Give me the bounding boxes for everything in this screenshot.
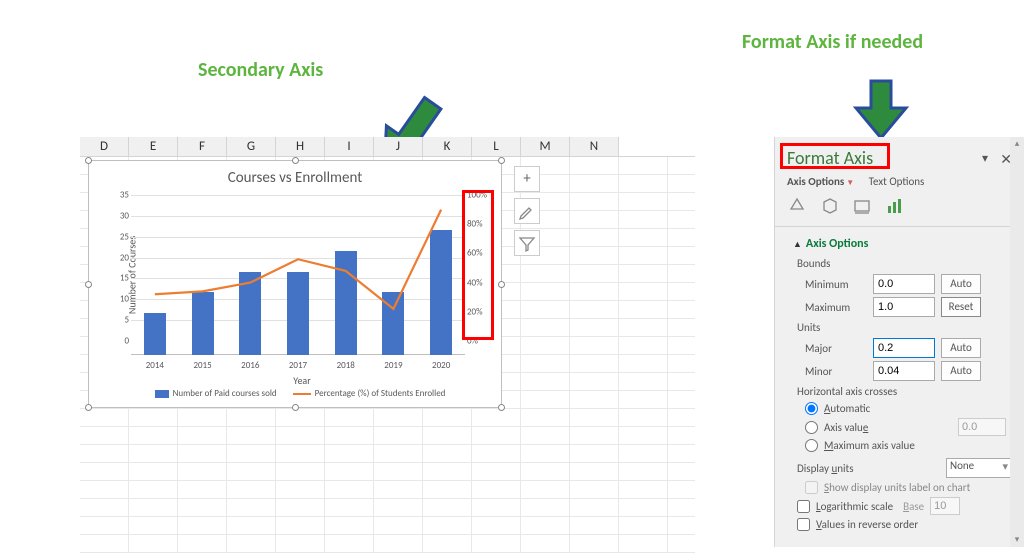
annotation-secondary-axis: Secondary Axis	[198, 58, 323, 82]
col-header[interactable]: N	[570, 137, 619, 156]
legend-line-label: Percentage (%) of Students Enrolled	[315, 388, 446, 399]
legend-swatch-bars-icon	[155, 390, 169, 398]
chart-plus-button[interactable]: +	[514, 166, 540, 192]
col-header[interactable]: M	[521, 137, 570, 156]
chart-brush-button[interactable]	[514, 198, 540, 224]
major-auto-button[interactable]: Auto	[941, 338, 981, 358]
resize-handle-icon[interactable]	[85, 157, 92, 164]
log-scale-label: Logarithmic scale	[816, 500, 893, 513]
chart-legend: Number of Paid courses sold Percentage (…	[89, 388, 501, 399]
hcross-label: Horizontal axis crosses	[797, 385, 1012, 398]
units-label: Units	[797, 321, 1012, 334]
effects-icon[interactable]	[820, 196, 844, 218]
min-auto-button[interactable]: Auto	[941, 274, 981, 294]
resize-handle-icon[interactable]	[85, 404, 92, 411]
min-input[interactable]	[873, 274, 935, 294]
axis-value-input	[958, 418, 1006, 436]
plot-area: Number of Courses Year 051015202530350%2…	[117, 195, 487, 355]
pane-body: ▲Axis Options Bounds Minimum Auto Maximu…	[775, 227, 1024, 547]
resize-handle-icon[interactable]	[498, 404, 505, 411]
col-header[interactable]: J	[374, 137, 423, 156]
col-header[interactable]: H	[276, 137, 325, 156]
pane-tabs: Axis Options▼ Text Options	[775, 173, 1024, 190]
column-headers: D E F G H I J K L M N	[80, 137, 695, 157]
resize-handle-icon[interactable]	[85, 281, 92, 288]
pane-icon-row	[775, 190, 1024, 227]
col-header[interactable]: D	[80, 137, 129, 156]
log-base-input	[930, 497, 960, 515]
chart-object[interactable]: Courses vs Enrollment Number of Courses …	[88, 160, 502, 408]
col-header[interactable]: L	[472, 137, 521, 156]
fill-line-icon[interactable]	[787, 196, 811, 218]
pane-dropdown-icon[interactable]: ▾	[982, 151, 988, 166]
axis-options-icon[interactable]	[885, 196, 909, 218]
min-label: Minimum	[805, 278, 873, 291]
show-units-label: Show display units label on chart	[824, 481, 970, 494]
resize-handle-icon[interactable]	[292, 404, 299, 411]
major-input[interactable]	[873, 338, 935, 358]
major-label: Major	[805, 342, 873, 355]
chart-title[interactable]: Courses vs Enrollment	[89, 161, 501, 187]
reverse-order-checkbox[interactable]	[797, 518, 810, 531]
radio-max-value[interactable]	[805, 439, 818, 452]
scroll-up-icon[interactable]: ▴	[1010, 137, 1024, 151]
resize-handle-icon[interactable]	[292, 157, 299, 164]
col-header[interactable]: K	[423, 137, 472, 156]
log-base-label: Base	[903, 500, 924, 513]
col-header[interactable]: G	[227, 137, 276, 156]
chart-filter-button[interactable]	[514, 230, 540, 256]
minor-auto-button[interactable]: Auto	[941, 361, 981, 381]
annotation-format-axis: Format Axis if needed	[742, 30, 923, 54]
tab-axis-options[interactable]: Axis Options▼	[787, 175, 854, 188]
pane-scrollbar[interactable]: ▴ ▾	[1010, 137, 1024, 547]
max-reset-button[interactable]: Reset	[941, 297, 981, 317]
reverse-order-label: Values in reverse order	[816, 518, 918, 531]
bounds-label: Bounds	[797, 257, 1012, 270]
log-scale-checkbox[interactable]	[797, 500, 810, 513]
minor-input[interactable]	[873, 361, 935, 381]
radio-automatic-label: Automatic	[824, 402, 870, 415]
pane-title: Format Axis	[787, 147, 873, 169]
col-header[interactable]: I	[325, 137, 374, 156]
minor-label: Minor	[805, 365, 873, 378]
resize-handle-icon[interactable]	[498, 281, 505, 288]
radio-axis-value[interactable]	[805, 421, 818, 434]
legend-bars-label: Number of Paid courses sold	[173, 388, 277, 399]
max-label: Maximum	[805, 301, 873, 314]
tab-text-options[interactable]: Text Options	[869, 175, 925, 188]
display-units-select[interactable]: None	[946, 458, 1012, 478]
legend-line-icon	[293, 393, 311, 395]
size-properties-icon[interactable]	[852, 196, 876, 218]
radio-max-value-label: Maximum axis value	[824, 439, 915, 452]
radio-automatic[interactable]	[805, 402, 818, 415]
max-input[interactable]	[873, 297, 935, 317]
format-axis-pane: Format Axis ▾ ✕ Axis Options▼ Text Optio…	[774, 137, 1024, 547]
x-axis-label: Year	[293, 374, 310, 387]
col-header[interactable]: E	[129, 137, 178, 156]
radio-axis-value-label: Axis value	[824, 421, 868, 434]
show-units-checkbox	[805, 481, 818, 494]
display-units-label: Display units	[797, 462, 854, 475]
section-axis-options[interactable]: ▲Axis Options	[793, 237, 1012, 251]
col-header[interactable]: F	[178, 137, 227, 156]
resize-handle-icon[interactable]	[498, 157, 505, 164]
scroll-down-icon[interactable]: ▾	[1010, 533, 1024, 547]
